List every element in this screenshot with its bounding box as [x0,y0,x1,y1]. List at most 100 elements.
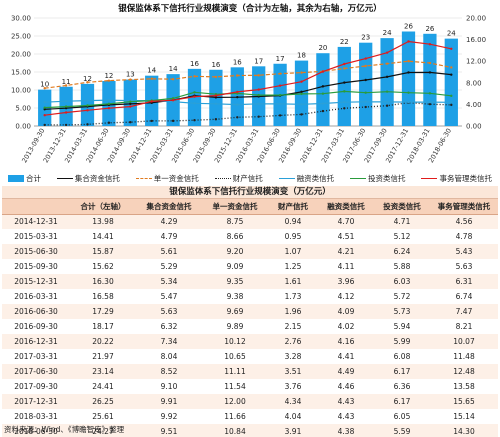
bar-data-label: 17 [254,57,263,65]
table-header-cell: 单一资金信托 [202,199,268,215]
bar-data-label: 26 [404,23,413,31]
table-cell: 15.62 [70,259,136,274]
bar-data-label: 18 [297,52,306,60]
line-point [450,94,453,98]
table-cell: 6.31 [430,274,498,289]
source-footnote: 资料来源：Wind、《博瞻智库》整理 [4,425,125,434]
bar-data-label: 14 [147,67,156,75]
bar-data-label: 10 [40,81,49,89]
line-point [43,106,46,109]
table-cell: 9.10 [136,379,202,394]
table-cell: 9.20 [202,244,268,259]
table-cell: 16.58 [70,289,136,304]
right-tick-label: 16.00 [466,36,486,44]
table-cell: 0.94 [268,214,318,229]
line-point [343,81,346,84]
legend-item: 合计 [7,173,41,184]
table-cell: 2017-12-31 [2,394,70,409]
line-point [278,72,282,75]
left-tick-label: 10.00 [11,87,31,95]
table-cell: 9.91 [136,394,202,409]
table-cell: 13.98 [70,214,136,229]
line-point [300,103,303,106]
table-cell: 2015-12-31 [2,274,70,289]
table-title: 银保监体系下信托行业规模演变（万亿元） [2,186,498,199]
line-point [86,109,89,112]
table-header-cell: 融资类信托 [318,199,374,215]
series-line [44,99,452,106]
bar-data-label: 22 [340,38,349,46]
legend-swatch [278,178,295,179]
line-point [385,75,389,79]
line-point [129,105,132,108]
table-cell: 5.47 [136,289,202,304]
legend-swatch [56,178,73,179]
table-row: 2016-12-31 20.22 7.34 10.12 2.76 4.16 5.99 10.0… [2,334,498,349]
table-cell: 12.48 [430,364,498,379]
table-row: 2015-03-31 14.41 4.79 8.66 0.95 4.51 5.12 4.78 [2,229,498,244]
combo-chart: 银保监体系下信托行业规模演变（合计为左轴，其余为右轴，万亿元） 0.00 5.00 1… [11,3,486,164]
table-cell: 4.38 [318,424,374,437]
table-cell: 4.04 [268,409,318,424]
table-cell: 10.12 [202,334,268,349]
line-point [193,102,196,105]
table-cell: 23.14 [70,364,136,379]
line-point [171,78,175,81]
table-cell: 2017-09-30 [2,379,70,394]
table-cell: 8.04 [136,349,202,364]
table-header-row: 合计（左轴） 集合资金信托 单一资金信托 财产信托 融资类信托 投资类信托 事务管理类信托 [2,199,498,215]
table-cell: 5.63 [430,259,498,274]
line-point [428,102,432,106]
table-cell: 24.27 [70,424,136,437]
table-cell: 26.25 [70,394,136,409]
bar [401,31,416,126]
table-row: 2015-09-30 15.62 5.29 9.09 1.25 4.11 5.88 5.63 [2,259,498,274]
table-cell: 4.02 [318,319,374,334]
line-point [214,102,218,106]
table-cell: 11.66 [202,409,268,424]
table-cell: 5.63 [136,304,202,319]
line-point [364,64,367,68]
line-point [450,103,453,107]
table-cell: 15.14 [430,409,498,424]
line-point [407,91,410,94]
legend-item: 融资类信托 [278,173,334,184]
line-point [278,84,282,87]
table-cell: 0.95 [268,229,318,244]
legend-swatch [7,174,24,182]
bar-data-label: 26 [425,25,434,33]
table-cell: 4.43 [318,409,374,424]
line-point [407,60,410,63]
table-cell: 12.00 [202,394,268,409]
table-cell: 3.51 [268,364,318,379]
table-cell: 5.43 [430,244,498,259]
line-point [364,91,367,94]
chart-area: 银保监体系下信托行业规模演变（合计为左轴，其余为右轴，万亿元） 0.00 5.00 1… [0,0,500,185]
table-cell: 3.28 [268,349,318,364]
table-cell: 6.03 [374,274,430,289]
table-header-cell: 事务管理类信托 [430,199,498,215]
legend-swatch [214,178,231,179]
table-cell: 18.17 [70,319,136,334]
table-cell: 9.51 [136,424,202,437]
legend-swatch [350,178,367,179]
series-line [44,90,452,109]
table-cell: 5.12 [374,229,430,244]
legend-item: 投资类信托 [350,173,406,184]
line-point [129,78,132,81]
line-point [107,98,111,102]
table-cell: 6.24 [374,244,430,259]
left-tick-label: 30.00 [11,15,31,23]
line-point [86,104,89,107]
table-cell: 7.47 [430,304,498,319]
table-body: 2014-12-31 13.98 4.29 8.75 0.94 4.70 4.71 4.56 2… [2,214,498,437]
table-cell: 4.71 [374,214,430,229]
table-cell: 5.34 [136,274,202,289]
table-cell: 8.21 [430,319,498,334]
x-tick-label: 2018-06-30 [427,127,453,164]
table-cell: 2015-09-30 [2,259,70,274]
table-header-cell: 财产信托 [268,199,318,215]
legend-item: 财产信托 [214,173,263,184]
line-point [407,40,410,43]
bar [316,53,330,126]
